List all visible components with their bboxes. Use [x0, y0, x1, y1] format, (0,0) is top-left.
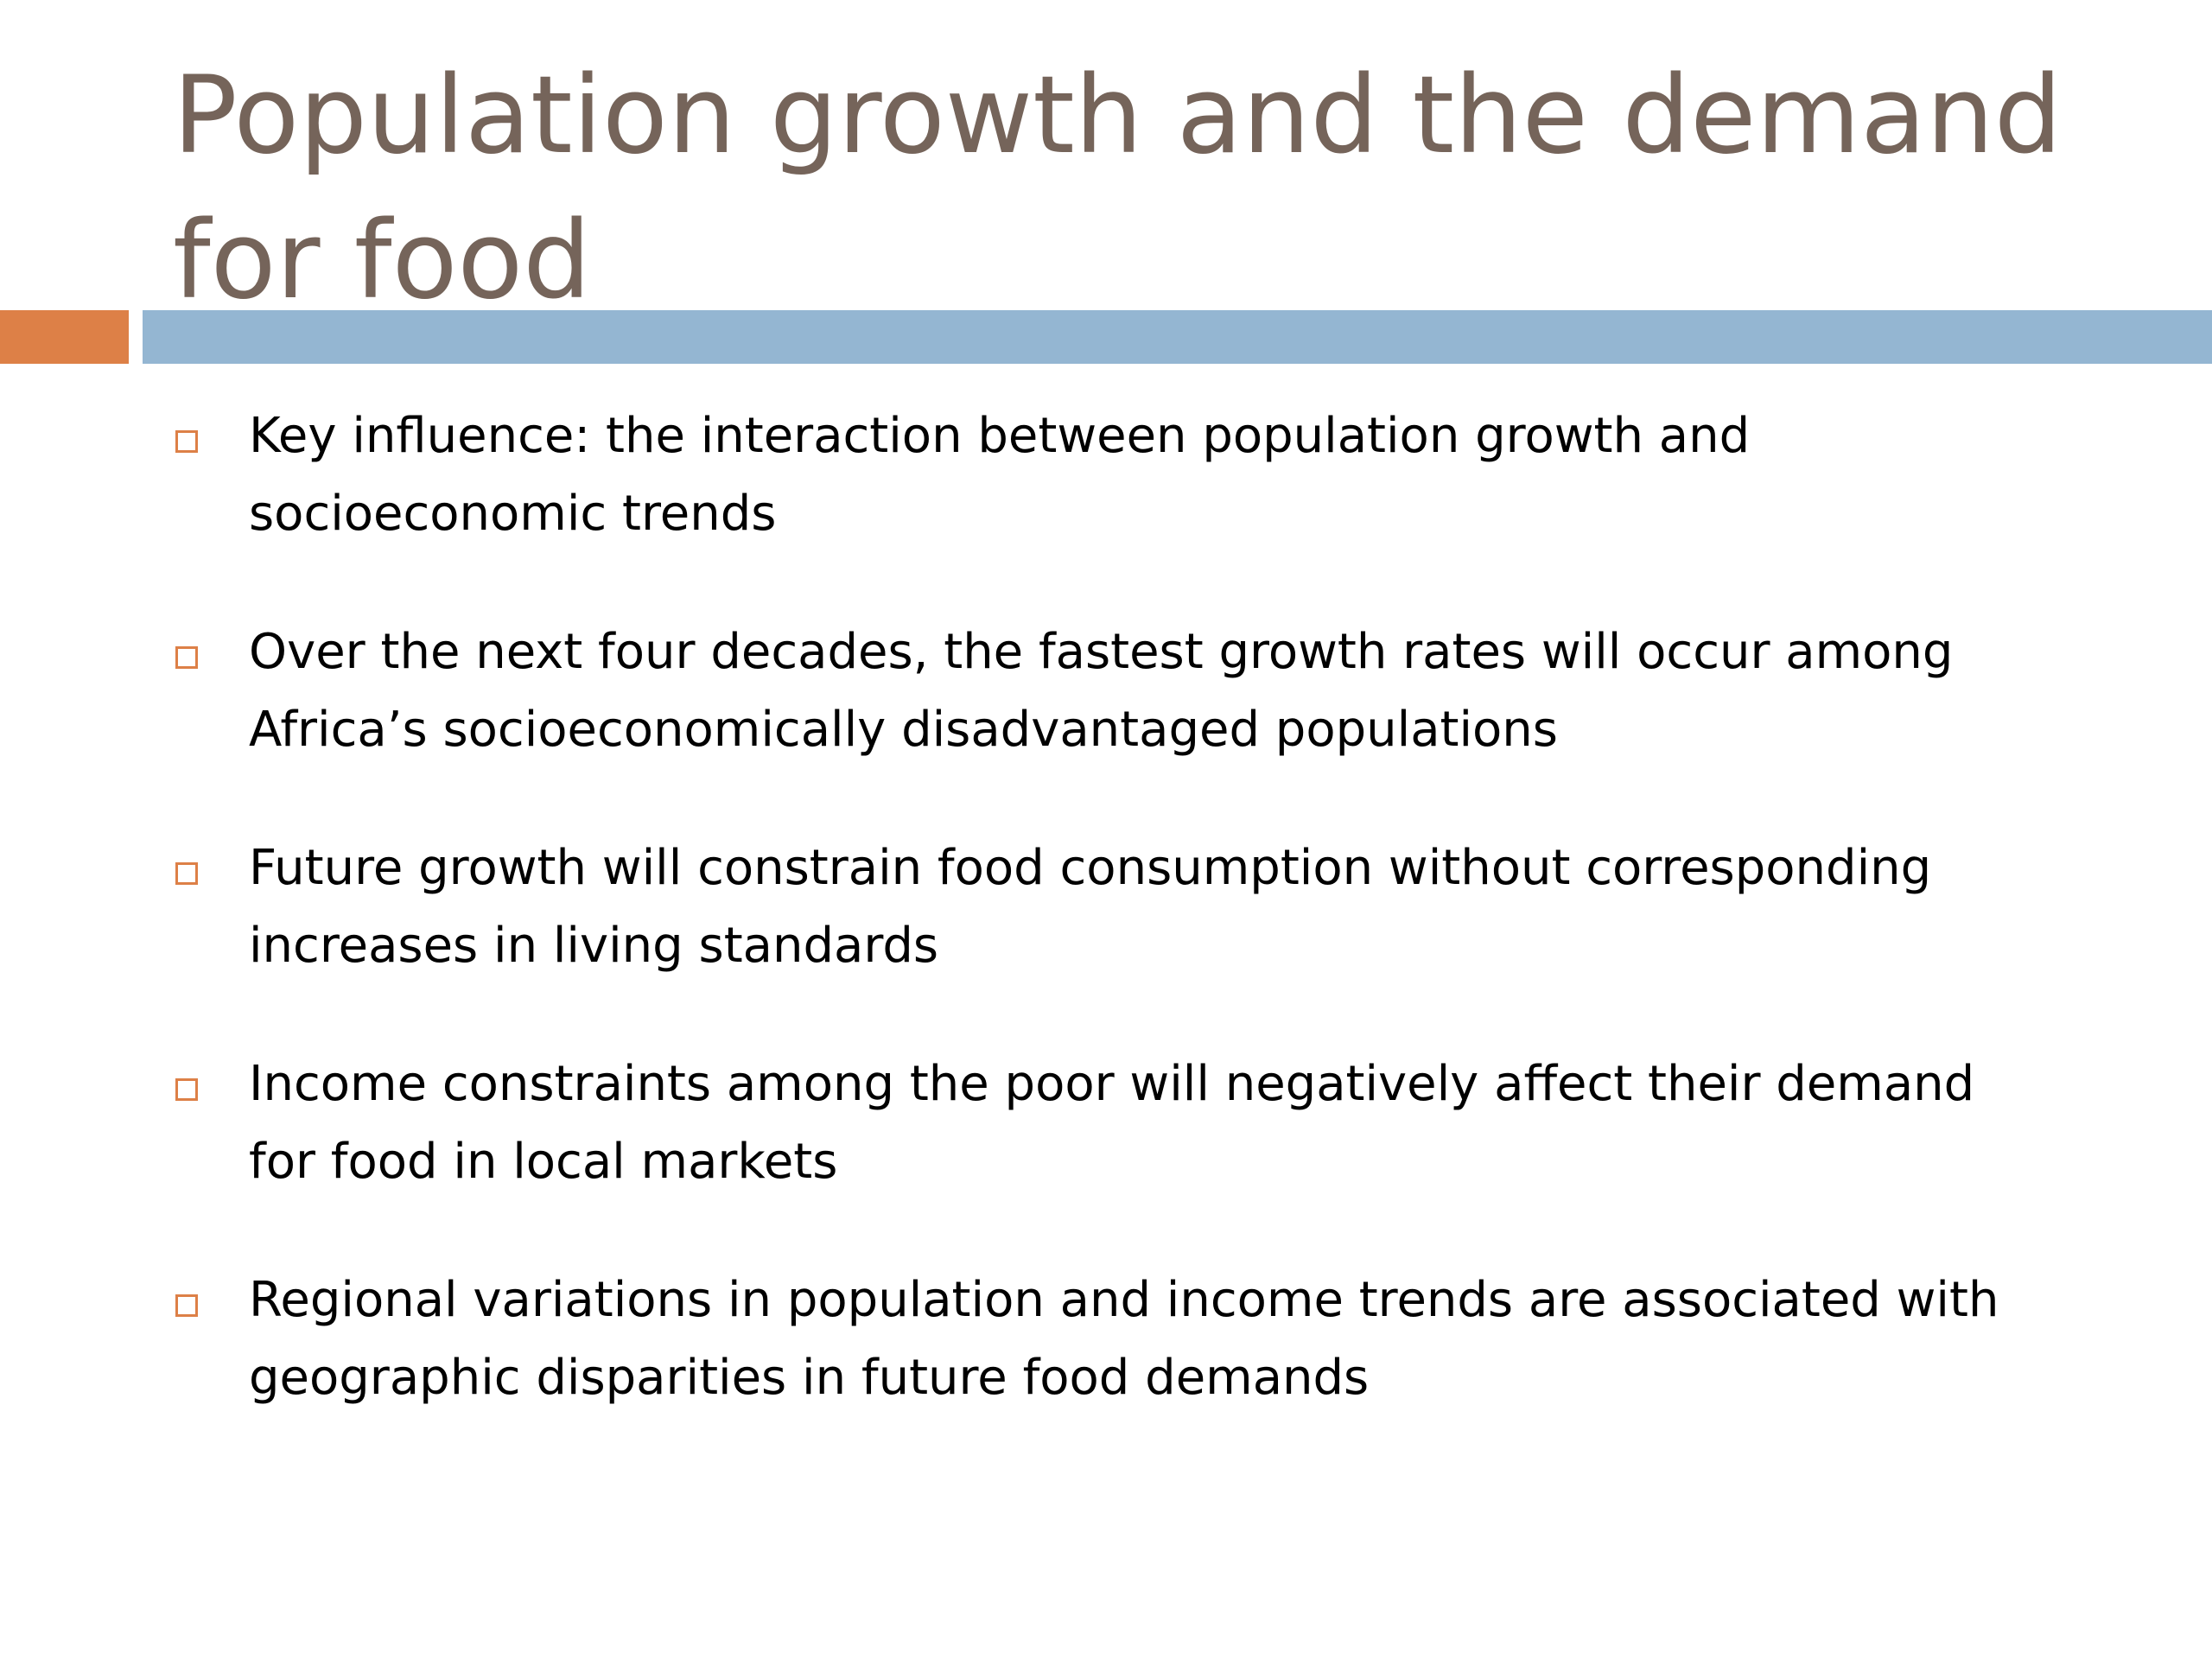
hollow-square-icon [175, 646, 198, 669]
bullet-text-line: socioeconomic trends [249, 486, 777, 542]
bullet-text-line: Regional variations in population and in… [249, 1272, 1999, 1328]
bullet-text-line: increases in living standards [249, 918, 939, 974]
hollow-square-icon [175, 1078, 198, 1101]
bullet-text-line: Key influence: the interaction between p… [249, 408, 1751, 464]
bullet-text-line: Africa’s socioeconomically disadvantaged… [249, 702, 1558, 758]
slide-title: Population growth and the demand for foo… [173, 54, 2063, 323]
bullet-item: Income constraints among the poor will n… [173, 1046, 2126, 1190]
hollow-square-icon [175, 430, 198, 453]
bullet-text-line: Future growth will constrain food consum… [249, 840, 1932, 896]
hollow-square-icon [175, 1294, 198, 1317]
bullet-text-line: for food in local markets [249, 1134, 838, 1190]
hollow-square-icon [175, 862, 198, 885]
bullet-text-line: Over the next four decades, the fastest … [249, 624, 1954, 680]
bullet-item: Future growth will constrain food consum… [173, 830, 2126, 974]
bullet-item: Key influence: the interaction between p… [173, 397, 2126, 542]
bullet-list: Key influence: the interaction between p… [173, 397, 2126, 1478]
title-accent-bar-orange [0, 310, 129, 364]
bullet-item: Regional variations in population and in… [173, 1262, 2126, 1406]
title-accent-bar-blue [143, 310, 2212, 364]
bullet-item: Over the next four decades, the fastest … [173, 613, 2126, 758]
bullet-text-line: Income constraints among the poor will n… [249, 1056, 1975, 1112]
bullet-text-line: geographic disparities in future food de… [249, 1350, 1370, 1406]
